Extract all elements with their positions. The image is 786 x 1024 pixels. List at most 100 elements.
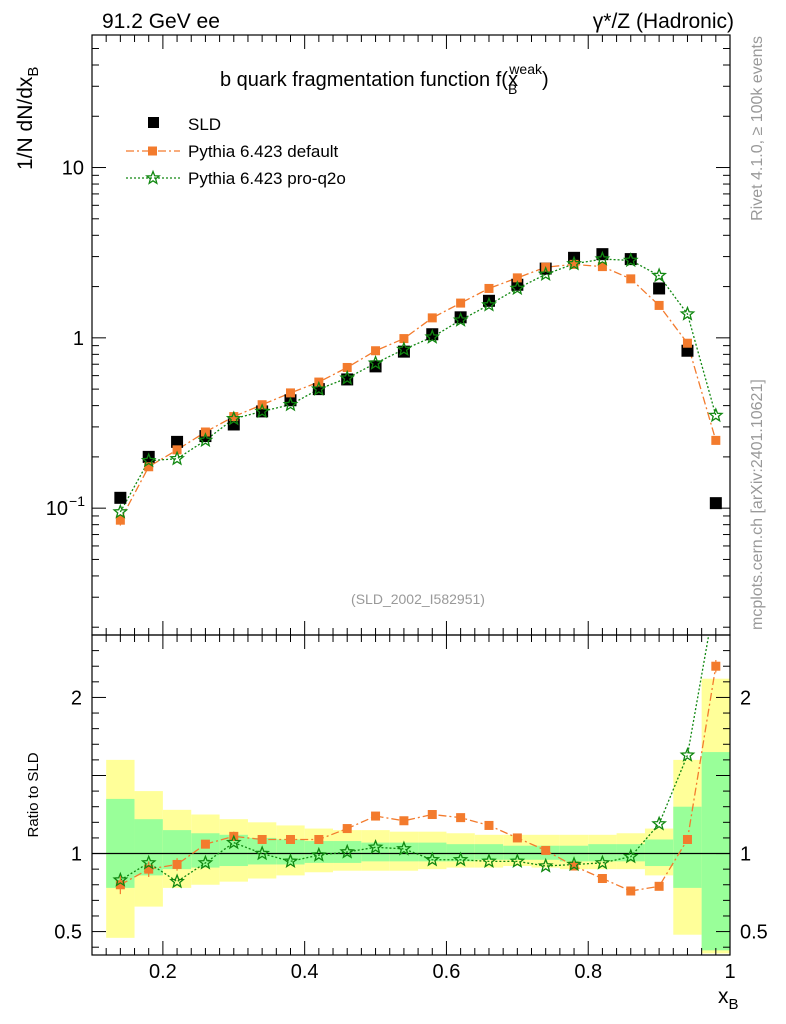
x-tick-label: 1 xyxy=(724,961,735,983)
proq2o-point xyxy=(679,305,696,321)
legend-proq2o-label: Pythia 6.423 pro-q2o xyxy=(188,169,346,188)
default-point xyxy=(626,274,636,284)
sld-point xyxy=(142,450,155,463)
main-title: b quark fragmentation function f(xBweak) xyxy=(220,61,549,97)
default-point xyxy=(115,515,125,525)
proq2o-point xyxy=(424,328,441,344)
ratio-proq2o-point xyxy=(396,840,412,856)
ratio-default-point xyxy=(682,834,692,844)
default-point xyxy=(512,273,522,283)
ratio-default-point xyxy=(257,834,267,844)
default-point xyxy=(427,313,437,323)
ratio-band-green xyxy=(304,841,334,863)
default-point xyxy=(172,445,182,455)
default-point xyxy=(285,388,295,398)
default-point xyxy=(342,362,352,372)
ratio-band-green xyxy=(503,845,532,860)
ratio-ytick-label-right: 1 xyxy=(740,844,751,866)
default-point xyxy=(144,462,154,472)
ratio-band-green xyxy=(474,844,504,860)
legend-proq2o-marker xyxy=(145,169,161,185)
ratio-proq2o-point xyxy=(282,853,299,869)
ratio-band-green xyxy=(673,806,702,888)
ratio-default-point xyxy=(484,820,494,830)
proq2o-point xyxy=(367,354,384,370)
proq2o-point xyxy=(396,341,412,357)
ratio-default-point xyxy=(456,813,466,823)
ratio-default-line xyxy=(120,666,717,892)
x-tick-label: 0.8 xyxy=(574,961,602,983)
ratio-proq2o-point xyxy=(651,815,667,831)
sld-point xyxy=(653,282,666,295)
default-point xyxy=(484,283,494,293)
ratio-proq2o-point xyxy=(112,871,129,887)
x-tick-label: 0.4 xyxy=(291,961,319,983)
ratio-proq2o-point xyxy=(367,838,384,855)
ratio-ytick-label-left: 0.5 xyxy=(54,922,82,944)
legend-default-marker xyxy=(148,146,157,156)
ratio-proq2o-point xyxy=(537,857,554,873)
ratio-default-point xyxy=(597,874,607,884)
ratio-proq2o-point xyxy=(310,846,327,862)
default-series-line xyxy=(119,263,717,521)
legend-default-label: Pythia 6.423 default xyxy=(188,142,339,161)
proq2o-point xyxy=(310,380,327,396)
ratio-default-point xyxy=(512,833,522,843)
proq2o-point xyxy=(339,369,356,385)
ratio-default-point xyxy=(654,881,664,891)
ratio-default-point xyxy=(115,880,125,890)
ratio-frame xyxy=(91,634,731,956)
main-ytick-exp: −1 xyxy=(69,493,85,509)
main-ytick-label: 10 xyxy=(46,498,68,520)
x-axis-label: xB xyxy=(718,985,739,1013)
ratio-proq2o-point xyxy=(225,834,242,850)
ratio-band-green xyxy=(616,844,645,862)
x-tick-label: 0.6 xyxy=(433,961,461,983)
proq2o-point xyxy=(112,503,129,519)
ratio-panel: 0.5 0.51 12 20.2 0.4 0.6 0.8 1 Ratio to SLD xB xyxy=(25,634,768,1013)
ratio-proq2o-point xyxy=(452,851,469,867)
proq2o-point xyxy=(169,450,185,466)
ratio-default-point xyxy=(144,864,154,874)
proq2o-point xyxy=(452,311,469,327)
ratio-proq2o-point xyxy=(509,853,526,869)
ratio-proq2o-line xyxy=(120,635,710,883)
ratio-proq2o-point xyxy=(140,854,157,870)
legend-sld-marker xyxy=(148,117,159,128)
proq2o-point xyxy=(707,407,724,423)
ratio-proq2o-point xyxy=(424,851,441,867)
ratio-proq2o-point xyxy=(254,845,271,861)
ratio-default-point xyxy=(342,824,352,834)
ratio-proq2o-point xyxy=(481,853,497,869)
ratio-default-point xyxy=(711,661,721,671)
proq2o-point xyxy=(537,266,554,282)
proq2o-point xyxy=(566,255,582,271)
ratio-proq2o-point xyxy=(594,854,611,870)
ratio-default-point xyxy=(314,834,324,844)
main-ylabel: 1/N dN/dxB xyxy=(14,67,42,170)
sld-point xyxy=(709,497,722,510)
mcplots-label: mcplots.cern.ch [arXiv:2401.10621] xyxy=(749,379,766,630)
default-point xyxy=(654,300,664,310)
default-point xyxy=(711,435,721,445)
ratio-default-point xyxy=(569,861,579,871)
legend: SLD Pythia 6.423 default Pythia 6.423 pr… xyxy=(126,115,346,188)
ratio-band-green xyxy=(588,844,617,862)
main-ytick-label: 1 xyxy=(73,328,84,350)
default-point xyxy=(456,298,466,308)
proq2o-point xyxy=(509,280,526,296)
default-point xyxy=(399,334,409,344)
proq2o-point xyxy=(651,267,667,283)
proq2o-point xyxy=(225,410,242,426)
sld-point xyxy=(482,294,495,307)
ratio-band-green xyxy=(644,839,674,867)
header-right: γ*/Z (Hadronic) xyxy=(593,10,734,33)
default-point xyxy=(371,346,381,356)
main-ytick-label: 10 xyxy=(62,158,84,180)
proq2o-series-line xyxy=(119,258,717,513)
default-point xyxy=(597,262,607,272)
proq2o-point xyxy=(481,296,497,312)
ratio-default-point xyxy=(541,845,551,855)
